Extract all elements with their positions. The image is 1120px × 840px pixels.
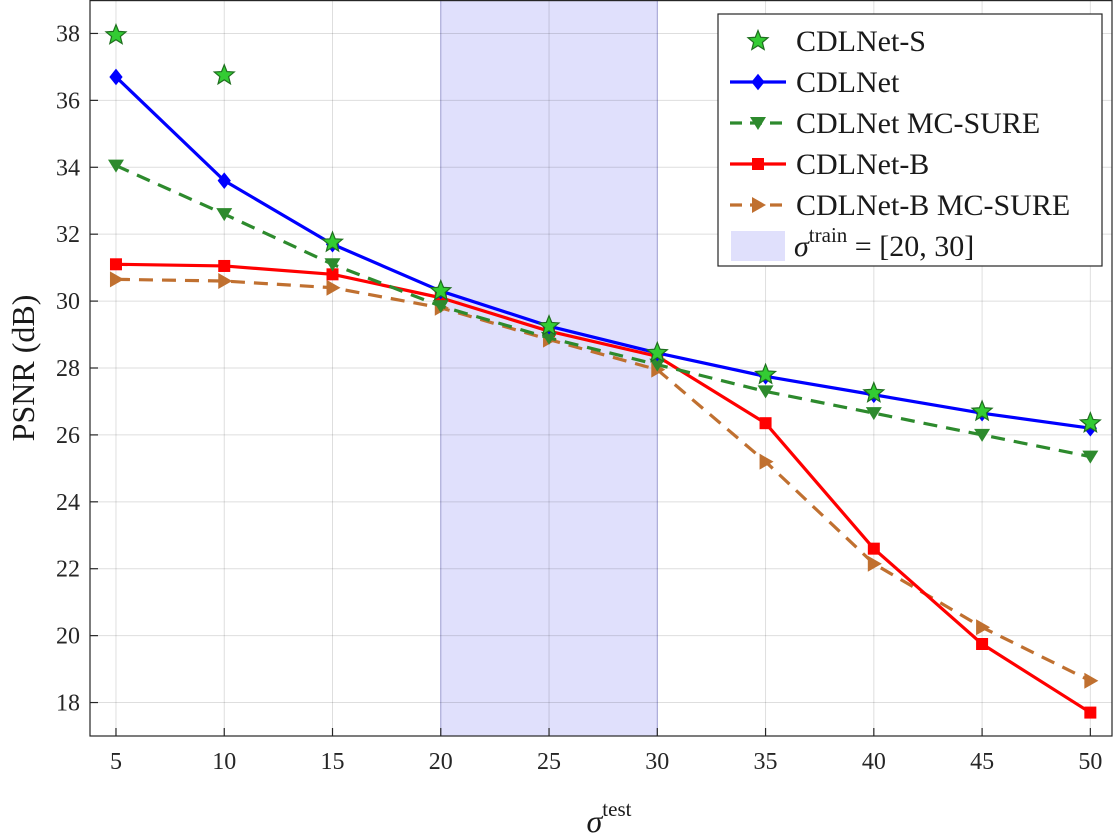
- data-point: [645, 340, 669, 363]
- legend-entry: CDLNet-B: [730, 148, 929, 181]
- y-axis-title: PSNR (dB): [5, 295, 41, 442]
- legend-region-range: = [20, 30]: [847, 230, 974, 263]
- legend-region-symbol: σ: [794, 230, 810, 263]
- series-line: [115, 164, 1091, 459]
- legend-region-swatch: [731, 231, 785, 261]
- data-point: [865, 407, 882, 421]
- x-axis-title-sup: test: [602, 797, 631, 821]
- data-point: [649, 358, 666, 372]
- legend-entry: CDLNet-S: [746, 25, 926, 58]
- data-point: [970, 399, 994, 422]
- y-tick-label: 20: [56, 624, 80, 650]
- data-point: [862, 380, 886, 403]
- y-tick-label: 36: [56, 88, 80, 114]
- x-tick-label: 25: [537, 749, 561, 775]
- data-point: [974, 428, 991, 442]
- data-point: [109, 271, 124, 288]
- x-tick-label: 40: [862, 749, 886, 775]
- x-tick-label: 5: [110, 749, 122, 775]
- data-point: [217, 172, 231, 189]
- y-tick-label: 18: [56, 691, 80, 717]
- data-point: [759, 417, 772, 430]
- legend: CDLNet-S CDLNet CDLNet MC-SURE CDLNet-B CDLN…: [717, 13, 1103, 267]
- x-tick-label: 20: [429, 749, 453, 775]
- y-tick-label: 26: [56, 423, 80, 449]
- train-region-shade: [440, 0, 658, 737]
- data-point: [218, 259, 231, 272]
- series-cdlnet-s: [104, 23, 1102, 433]
- legend-entry: CDLNet-B MC-SURE: [730, 189, 1070, 222]
- legend-entry-train-region: σtrain = [20, 30]: [731, 223, 974, 263]
- legend-box: [717, 13, 1103, 267]
- series-line: [114, 75, 1091, 430]
- data-point: [320, 230, 345, 253]
- legend-marker: [752, 158, 764, 170]
- x-axis-title-symbol: σ: [587, 803, 604, 839]
- y-tick-label: 34: [56, 155, 80, 181]
- data-point: [976, 619, 991, 636]
- x-tick-label: 50: [1078, 749, 1102, 775]
- data-point: [537, 314, 561, 336]
- legend-marker: [750, 117, 766, 130]
- legend-marker: [751, 73, 765, 91]
- y-tick-label: 32: [56, 222, 80, 248]
- data-point: [109, 258, 122, 271]
- legend-region-label: σtrain = [20, 30]: [794, 223, 974, 263]
- data-point: [1084, 672, 1099, 689]
- data-point: [104, 23, 128, 45]
- series-cdlnet-mc-sure: [107, 159, 1099, 464]
- x-tick-label: 15: [321, 749, 345, 775]
- legend-entry: CDLNet MC-SURE: [730, 107, 1040, 140]
- data-point: [759, 453, 774, 470]
- legend-entry: CDLNet: [730, 66, 900, 99]
- data-point: [429, 278, 453, 301]
- data-point: [1082, 450, 1099, 464]
- data-point: [212, 63, 236, 86]
- data-point: [754, 362, 778, 385]
- data-point: [1084, 706, 1097, 719]
- legend-marker: [746, 28, 770, 51]
- data-point: [109, 68, 123, 86]
- x-tick-label: 45: [970, 749, 994, 775]
- x-tick-label: 30: [645, 749, 669, 775]
- data-point: [432, 300, 449, 314]
- x-tick-label: 10: [212, 749, 236, 775]
- y-tick-label: 28: [56, 356, 80, 382]
- y-tick-label: 30: [56, 289, 80, 315]
- legend-marker: [752, 197, 766, 213]
- data-point: [867, 542, 880, 555]
- y-tick-label: 22: [56, 557, 80, 583]
- data-point: [1078, 411, 1102, 433]
- data-point: [216, 208, 233, 222]
- legend-label: CDLNet-B MC-SURE: [796, 189, 1070, 222]
- legend-region-sup: train: [809, 223, 848, 247]
- data-point: [326, 279, 341, 296]
- x-tick-label: 35: [754, 749, 778, 775]
- data-point: [218, 273, 233, 290]
- data-point: [867, 555, 882, 572]
- data-point: [541, 331, 558, 345]
- data-point: [757, 385, 774, 399]
- series-line: [115, 262, 1092, 714]
- data-point: [326, 268, 339, 281]
- data-point: [324, 258, 341, 272]
- y-tick-label: 38: [56, 21, 80, 47]
- data-point: [107, 159, 124, 173]
- legend-label: CDLNet MC-SURE: [796, 107, 1040, 140]
- data-point: [976, 638, 989, 650]
- legend-label: CDLNet-S: [796, 25, 926, 58]
- y-tick-label: 24: [56, 490, 80, 516]
- legend-label: CDLNet: [796, 66, 900, 99]
- legend-label: CDLNet-B: [796, 148, 929, 181]
- x-axis-title: σtest: [587, 797, 632, 839]
